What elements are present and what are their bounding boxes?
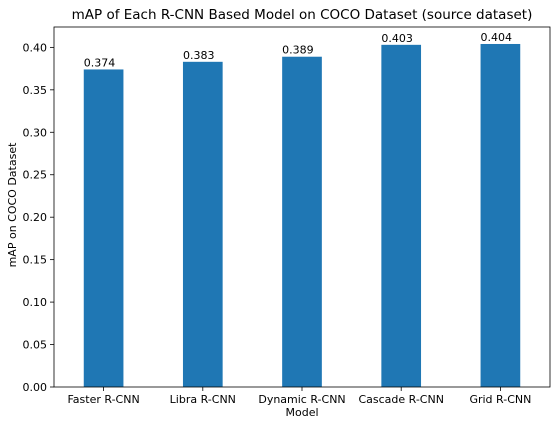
bar <box>480 43 521 387</box>
y-tick-label: 0.20 <box>23 211 48 224</box>
y-tick-label: 0.35 <box>23 84 48 97</box>
x-tick-label: Faster R-CNN <box>67 393 139 406</box>
data-label: 0.389 <box>282 44 314 57</box>
chart-title: mAP of Each R-CNN Based Model on COCO Da… <box>72 7 533 23</box>
y-tick-label: 0.30 <box>23 126 48 139</box>
x-tick-label: Libra R-CNN <box>170 393 236 406</box>
x-axis-label: Model <box>285 406 318 419</box>
data-label: 0.403 <box>381 32 413 45</box>
bar <box>182 61 223 388</box>
y-tick-label: 0.40 <box>23 41 48 54</box>
x-tick-label: Cascade R-CNN <box>358 393 444 406</box>
bar <box>83 69 124 387</box>
y-tick-label: 0.00 <box>23 381 48 394</box>
y-tick-label: 0.10 <box>23 296 48 309</box>
y-axis-label: mAP on COCO Dataset <box>6 142 19 268</box>
bar <box>282 56 322 387</box>
y-tick-label: 0.05 <box>23 339 48 352</box>
data-label: 0.374 <box>84 56 116 69</box>
data-label: 0.383 <box>183 49 215 62</box>
plot-area: 0.374 0.383 0.389 0.403 0.404 0.00 0.05 0.10 0.1… <box>23 26 551 406</box>
x-tick-label: Grid R-CNN <box>469 393 531 406</box>
y-tick-label: 0.25 <box>23 169 48 182</box>
x-tick-label: Dynamic R-CNN <box>258 393 345 406</box>
data-label: 0.404 <box>481 31 513 44</box>
bar <box>381 44 422 387</box>
y-tick-label: 0.15 <box>23 254 48 267</box>
